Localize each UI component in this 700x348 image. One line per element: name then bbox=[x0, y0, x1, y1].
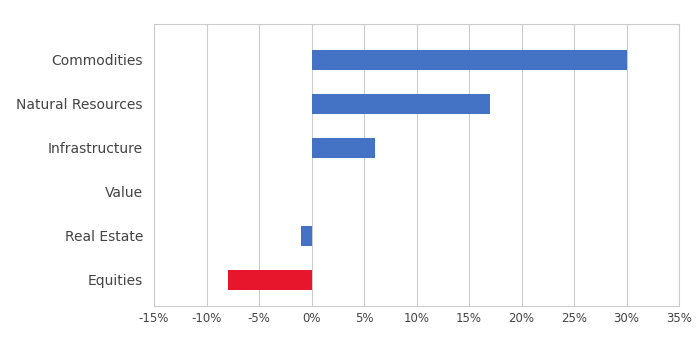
Bar bbox=[312, 94, 490, 113]
Bar bbox=[301, 226, 312, 246]
Bar bbox=[228, 270, 312, 290]
Bar bbox=[312, 138, 374, 158]
Bar bbox=[312, 50, 626, 70]
